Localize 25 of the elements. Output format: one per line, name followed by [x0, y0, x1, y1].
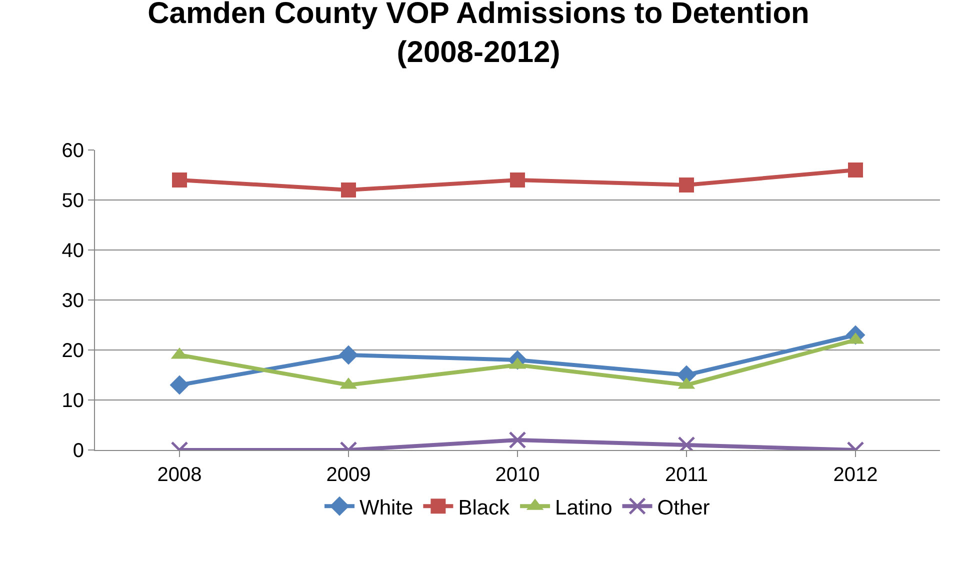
legend-label: Latino	[555, 496, 612, 520]
point	[510, 172, 525, 188]
point	[172, 172, 187, 188]
legend-label: Black	[458, 496, 510, 520]
x-tick-label: 2010	[495, 464, 540, 486]
legend-label: White	[360, 496, 414, 520]
point	[679, 178, 694, 192]
point	[170, 375, 190, 395]
y-tick-label: 30	[62, 290, 84, 312]
x-tick-label: 2009	[326, 464, 371, 486]
y-tick-label: 20	[62, 340, 84, 362]
x-tick-label: 2008	[157, 464, 202, 486]
x-tick-label: 2011	[664, 464, 708, 486]
y-tick-label: 10	[62, 390, 84, 412]
point	[341, 182, 356, 198]
y-tick-label: 60	[62, 140, 84, 162]
point	[508, 431, 526, 449]
legend-label: Other	[657, 496, 710, 520]
y-tick-label: 50	[62, 190, 84, 212]
x-tick-label: 2012	[833, 464, 878, 486]
point	[848, 162, 863, 178]
point	[338, 345, 358, 365]
chart-title: Camden County VOP Admissions to Detention (2008-2012)	[148, 0, 810, 70]
y-tick-label: 0	[72, 440, 84, 462]
y-tick-label: 40	[62, 240, 84, 262]
